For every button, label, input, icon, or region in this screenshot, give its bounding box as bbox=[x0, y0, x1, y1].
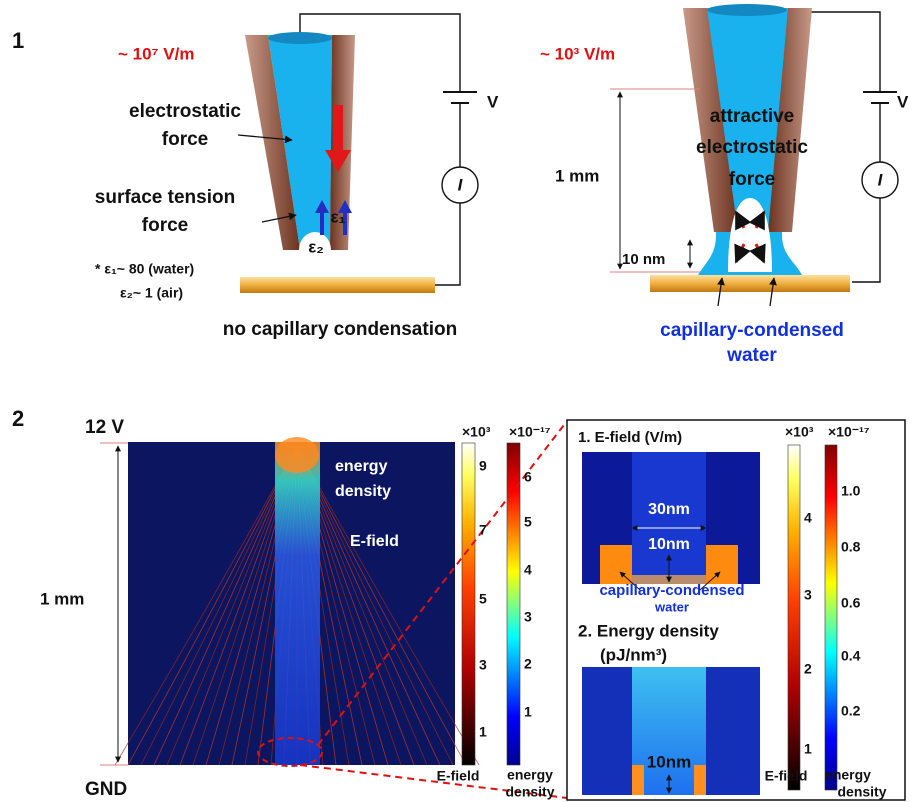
dimension: 10 nm bbox=[622, 251, 665, 268]
colorbar-multiplier: ×10³ bbox=[785, 424, 814, 440]
colorbar-tick: 3 bbox=[524, 609, 532, 625]
colorbar-tick: 3 bbox=[804, 587, 812, 603]
ground-label: GND bbox=[85, 779, 127, 800]
colorbar-tick: 0.4 bbox=[841, 648, 861, 664]
caption: water bbox=[654, 599, 689, 614]
note: ε₂~ 1 (air) bbox=[120, 285, 183, 301]
inset-title: (pJ/nm³) bbox=[600, 645, 667, 664]
page: 1 ~ 10⁷ V/m electrostatic force surface tens… bbox=[0, 0, 912, 802]
caption: capillary-condensed bbox=[599, 582, 744, 599]
caption: water bbox=[726, 345, 777, 366]
colorbar-label: density bbox=[505, 784, 554, 800]
plot-annotation: energy bbox=[335, 458, 388, 475]
voltage-label: V bbox=[897, 92, 909, 111]
field-strength: ~ 10⁷ V/m bbox=[118, 44, 194, 63]
colorbar-label: E-field bbox=[765, 768, 808, 784]
dimension: 1 mm bbox=[555, 166, 599, 185]
dimension: 30nm bbox=[648, 501, 690, 518]
colorbar-tick: 1 bbox=[524, 704, 532, 720]
permittivity: ε₂ bbox=[308, 237, 324, 256]
force-label: attractive bbox=[710, 106, 795, 127]
plot-annotation: E-field bbox=[350, 533, 399, 550]
colorbar-tick: 5 bbox=[524, 514, 532, 530]
colorbar-tick: 1.0 bbox=[841, 483, 861, 499]
colorbar-tick: 2 bbox=[804, 661, 812, 677]
colorbar-tick: 0.6 bbox=[841, 595, 861, 611]
dimension: 10nm bbox=[648, 536, 690, 553]
voltage-label: 12 V bbox=[85, 417, 124, 438]
colorbar-tick: 2 bbox=[524, 656, 532, 672]
colorbar-tick: 4 bbox=[524, 562, 532, 578]
force-label: force bbox=[162, 129, 208, 150]
colorbar-tick: 9 bbox=[479, 458, 487, 474]
colorbar-tick: 6 bbox=[524, 469, 532, 485]
colorbar-tick: 0.2 bbox=[841, 703, 861, 719]
colorbar-multiplier: ×10³ bbox=[462, 424, 491, 440]
force-label: electrostatic bbox=[696, 137, 808, 158]
colorbar-tick: 7 bbox=[479, 522, 487, 538]
dimension: 1 mm bbox=[40, 589, 84, 608]
force-label: force bbox=[729, 169, 775, 190]
colorbar-label: density bbox=[837, 784, 886, 800]
colorbar-tick: 0.8 bbox=[841, 539, 861, 555]
colorbar-tick: 3 bbox=[479, 657, 487, 673]
caption: no capillary condensation bbox=[223, 319, 457, 340]
caption: capillary-condensed bbox=[660, 320, 844, 341]
panel-label: 1 bbox=[12, 28, 24, 53]
force-label: surface tension bbox=[95, 187, 235, 208]
colorbar-tick: 1 bbox=[479, 724, 487, 740]
force-label: force bbox=[142, 215, 188, 236]
panel1-left-drawing bbox=[238, 14, 478, 293]
dimension: 10nm bbox=[647, 752, 691, 771]
panel-label: 2 bbox=[12, 406, 24, 431]
colorbar-label: energy bbox=[825, 767, 871, 783]
colorbar-tick: 5 bbox=[479, 591, 487, 607]
inset-title: 2. Energy density bbox=[578, 621, 719, 640]
voltage-label: V bbox=[487, 92, 499, 111]
panel2-drawing bbox=[100, 420, 905, 800]
force-label: electrostatic bbox=[129, 101, 241, 122]
field-strength: ~ 10³ V/m bbox=[540, 44, 615, 63]
plot-annotation: density bbox=[335, 483, 391, 500]
inset-title: 1. E-field (V/m) bbox=[578, 429, 682, 446]
colorbar-tick: 4 bbox=[804, 510, 812, 526]
colorbar-label: E-field bbox=[437, 768, 480, 784]
colorbar-label: energy bbox=[507, 767, 553, 783]
permittivity: ε₁ bbox=[330, 207, 345, 226]
colorbar-multiplier: ×10⁻¹⁷ bbox=[509, 424, 551, 440]
colorbar-tick: 1 bbox=[804, 741, 812, 757]
figure: 1 ~ 10⁷ V/m electrostatic force surface tens… bbox=[0, 0, 912, 802]
note: * ε₁~ 80 (water) bbox=[95, 261, 194, 277]
colorbar-multiplier: ×10⁻¹⁷ bbox=[828, 424, 870, 440]
